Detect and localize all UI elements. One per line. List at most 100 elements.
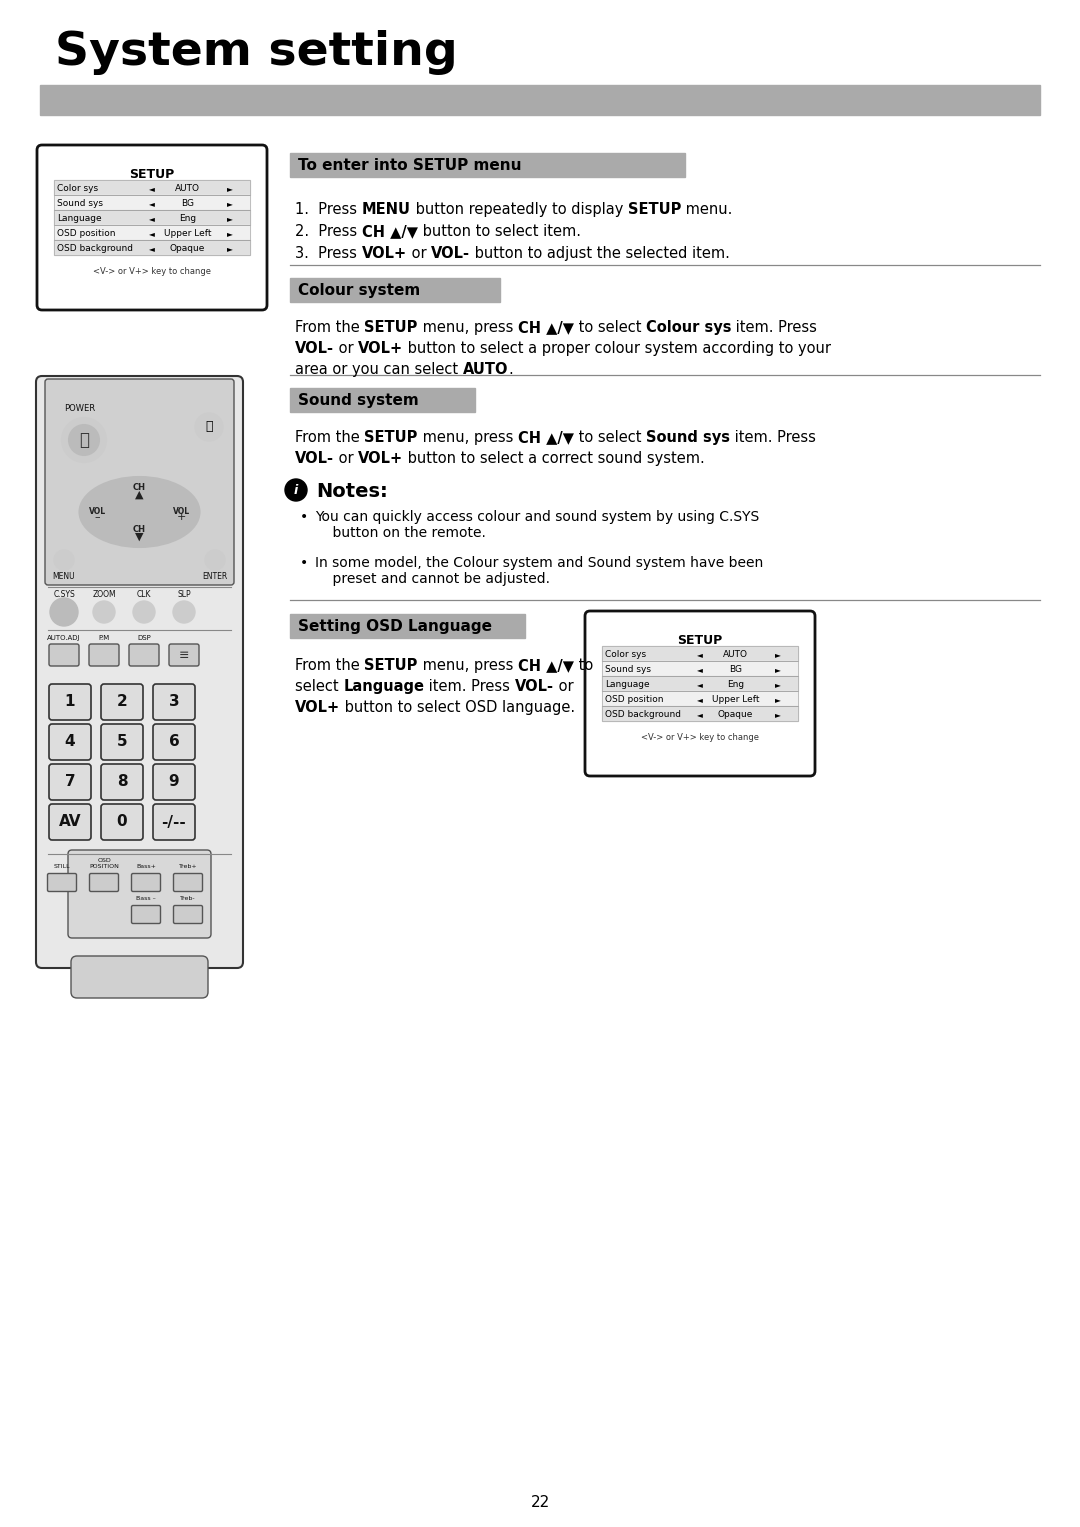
Text: Eng: Eng <box>178 214 195 223</box>
Bar <box>602 661 798 676</box>
Text: 1.  Press: 1. Press <box>295 202 362 217</box>
Text: menu, press: menu, press <box>418 321 517 334</box>
Bar <box>602 676 798 692</box>
Text: AUTO: AUTO <box>462 362 509 377</box>
Text: OSD background: OSD background <box>605 710 681 719</box>
Text: VOL+: VOL+ <box>295 699 340 715</box>
Text: CH: CH <box>133 524 146 533</box>
Text: Bass+: Bass+ <box>136 864 156 869</box>
Circle shape <box>50 599 78 626</box>
Text: 4: 4 <box>65 734 76 750</box>
Text: ◄: ◄ <box>697 680 703 689</box>
Text: button to select a proper colour system according to your: button to select a proper colour system … <box>403 341 832 356</box>
Text: MENU: MENU <box>53 573 76 580</box>
Text: Color sys: Color sys <box>57 183 98 192</box>
FancyBboxPatch shape <box>174 873 203 892</box>
Text: item. Press: item. Press <box>730 431 815 444</box>
Circle shape <box>69 425 99 455</box>
Text: CH: CH <box>133 483 146 492</box>
Bar <box>602 705 798 721</box>
Text: Language: Language <box>57 214 102 223</box>
Text: Treb-: Treb- <box>180 896 195 901</box>
Ellipse shape <box>80 476 200 547</box>
FancyBboxPatch shape <box>49 764 91 800</box>
Text: ◄: ◄ <box>149 244 154 253</box>
FancyBboxPatch shape <box>585 611 815 776</box>
Text: Sound sys: Sound sys <box>605 664 651 673</box>
Bar <box>291 153 685 177</box>
Text: -/--: -/-- <box>162 814 187 829</box>
Bar <box>602 705 798 721</box>
Text: button to select item.: button to select item. <box>418 224 581 240</box>
FancyBboxPatch shape <box>174 906 203 924</box>
Text: CH ▲/▼: CH ▲/▼ <box>517 431 573 444</box>
Text: OSD background: OSD background <box>57 244 133 253</box>
Text: ⏻: ⏻ <box>79 431 89 449</box>
Text: AUTO: AUTO <box>175 183 200 192</box>
Text: –: – <box>95 512 100 522</box>
Bar <box>291 388 475 412</box>
Text: SETUP: SETUP <box>364 658 418 673</box>
FancyBboxPatch shape <box>36 376 243 968</box>
Text: 8: 8 <box>117 774 127 789</box>
Text: button repeatedly to display: button repeatedly to display <box>410 202 627 217</box>
Text: .: . <box>509 362 513 377</box>
Bar <box>291 278 500 302</box>
Text: System setting: System setting <box>55 31 458 75</box>
Bar <box>602 661 798 676</box>
FancyBboxPatch shape <box>49 805 91 840</box>
Text: +: + <box>177 512 186 522</box>
Text: ◄: ◄ <box>149 214 154 223</box>
Text: Eng: Eng <box>727 680 744 689</box>
Text: Opaque: Opaque <box>170 244 205 253</box>
Text: 2: 2 <box>117 695 127 710</box>
Text: MENU: MENU <box>362 202 410 217</box>
FancyBboxPatch shape <box>102 805 143 840</box>
Text: item. Press: item. Press <box>731 321 818 334</box>
Bar <box>54 224 249 240</box>
FancyBboxPatch shape <box>168 644 199 666</box>
FancyBboxPatch shape <box>102 764 143 800</box>
Text: VOL-: VOL- <box>515 680 554 693</box>
Text: ◄: ◄ <box>697 664 703 673</box>
Text: menu.: menu. <box>681 202 732 217</box>
Text: Sound sys: Sound sys <box>57 199 103 208</box>
Text: ≡: ≡ <box>179 649 189 663</box>
Text: or: or <box>554 680 573 693</box>
FancyBboxPatch shape <box>153 805 195 840</box>
Text: OSD
POSITION: OSD POSITION <box>89 858 119 869</box>
Bar <box>54 180 249 195</box>
Text: STILL: STILL <box>54 864 70 869</box>
Text: SETUP: SETUP <box>130 168 175 182</box>
Text: Bass –: Bass – <box>136 896 156 901</box>
FancyBboxPatch shape <box>102 684 143 721</box>
Text: 7: 7 <box>65 774 76 789</box>
Text: Opaque: Opaque <box>717 710 753 719</box>
FancyBboxPatch shape <box>49 684 91 721</box>
Text: Treb+: Treb+ <box>178 864 198 869</box>
Text: OSD position: OSD position <box>57 229 116 238</box>
Text: or: or <box>334 450 359 466</box>
FancyBboxPatch shape <box>37 145 267 310</box>
Bar <box>602 646 798 661</box>
Text: From the: From the <box>295 431 364 444</box>
FancyBboxPatch shape <box>129 644 159 666</box>
Text: Colour sys: Colour sys <box>646 321 731 334</box>
Text: From the: From the <box>295 321 364 334</box>
Text: VOL: VOL <box>173 507 190 516</box>
Text: button to adjust the selected item.: button to adjust the selected item. <box>470 246 730 261</box>
Text: Sound system: Sound system <box>298 392 419 408</box>
Text: menu, press: menu, press <box>418 658 517 673</box>
Bar <box>602 646 798 661</box>
FancyBboxPatch shape <box>48 873 77 892</box>
FancyBboxPatch shape <box>90 873 119 892</box>
FancyBboxPatch shape <box>153 764 195 800</box>
Bar <box>602 676 798 692</box>
Text: 2.  Press: 2. Press <box>295 224 362 240</box>
Text: Upper Left: Upper Left <box>163 229 211 238</box>
Text: button to select a correct sound system.: button to select a correct sound system. <box>403 450 705 466</box>
Text: In some model, the Colour system and Sound system have been
    preset and canno: In some model, the Colour system and Sou… <box>315 556 764 586</box>
Circle shape <box>205 550 225 570</box>
Text: 🔇: 🔇 <box>205 420 213 434</box>
Text: To enter into SETUP menu: To enter into SETUP menu <box>298 157 522 173</box>
